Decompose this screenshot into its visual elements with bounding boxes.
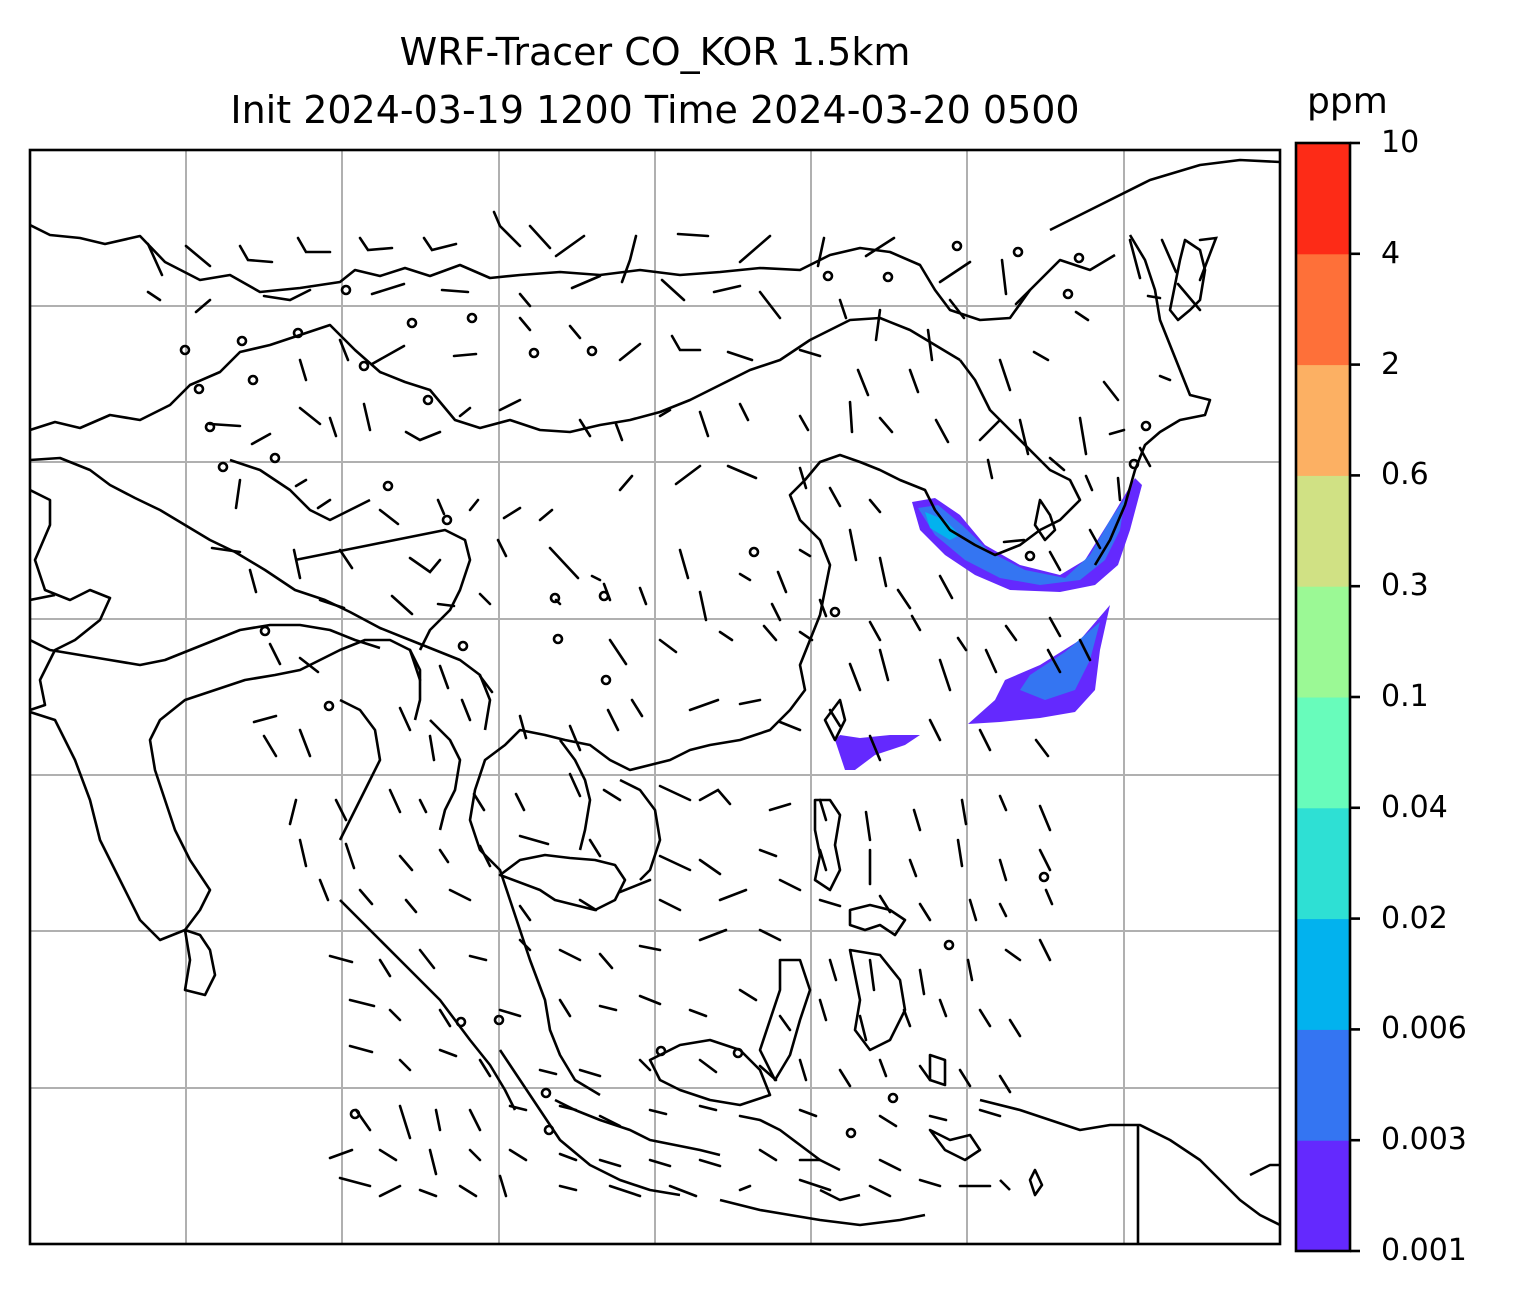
colorbar-segment bbox=[1296, 807, 1350, 920]
colorbar-tick-label: 0.02 bbox=[1381, 900, 1448, 936]
colorbar-segment bbox=[1296, 1029, 1350, 1141]
colorbar-tick-label: 0.3 bbox=[1381, 568, 1429, 604]
wind-barbs bbox=[146, 210, 1218, 1198]
colorbar-tick-label: 0.04 bbox=[1381, 789, 1448, 825]
colorbar-tick-label: 0.6 bbox=[1381, 457, 1429, 493]
map-title: WRF-Tracer CO_KOR 1.5km bbox=[399, 30, 911, 74]
coastlines bbox=[30, 158, 1280, 1244]
colorbar-segment bbox=[1296, 697, 1350, 809]
colorbar-tick-label: 0.001 bbox=[1381, 1233, 1467, 1268]
colorbar-tick-label: 0.003 bbox=[1381, 1122, 1467, 1158]
colorbar-segment bbox=[1296, 253, 1350, 366]
colorbar-segment bbox=[1296, 586, 1350, 698]
map-panel[interactable] bbox=[30, 150, 1280, 1244]
calm-wind-markers bbox=[179, 240, 1152, 1139]
colorbar-tick-label: 10 bbox=[1381, 125, 1420, 160]
colorbar-segment bbox=[1296, 918, 1350, 1030]
colorbar-segment bbox=[1296, 143, 1350, 255]
colorbar-tick-label: 2 bbox=[1381, 346, 1401, 382]
grid-lines bbox=[30, 150, 1280, 1244]
colorbar-tick-label: 0.006 bbox=[1381, 1011, 1467, 1047]
map-border bbox=[28, 148, 1282, 1246]
colorbar-units: ppm bbox=[1307, 81, 1388, 122]
colorbar-tick-label: 0.1 bbox=[1381, 679, 1429, 714]
colorbar-segment bbox=[1296, 475, 1350, 587]
map-subtitle: Init 2024-03-19 1200 Time 2024-03-20 050… bbox=[230, 88, 1080, 132]
colorbar-segment bbox=[1296, 1140, 1350, 1252]
colorbar bbox=[1294, 141, 1360, 1253]
colorbar-segment bbox=[1296, 364, 1350, 476]
colorbar-tick-label: 4 bbox=[1381, 235, 1401, 271]
